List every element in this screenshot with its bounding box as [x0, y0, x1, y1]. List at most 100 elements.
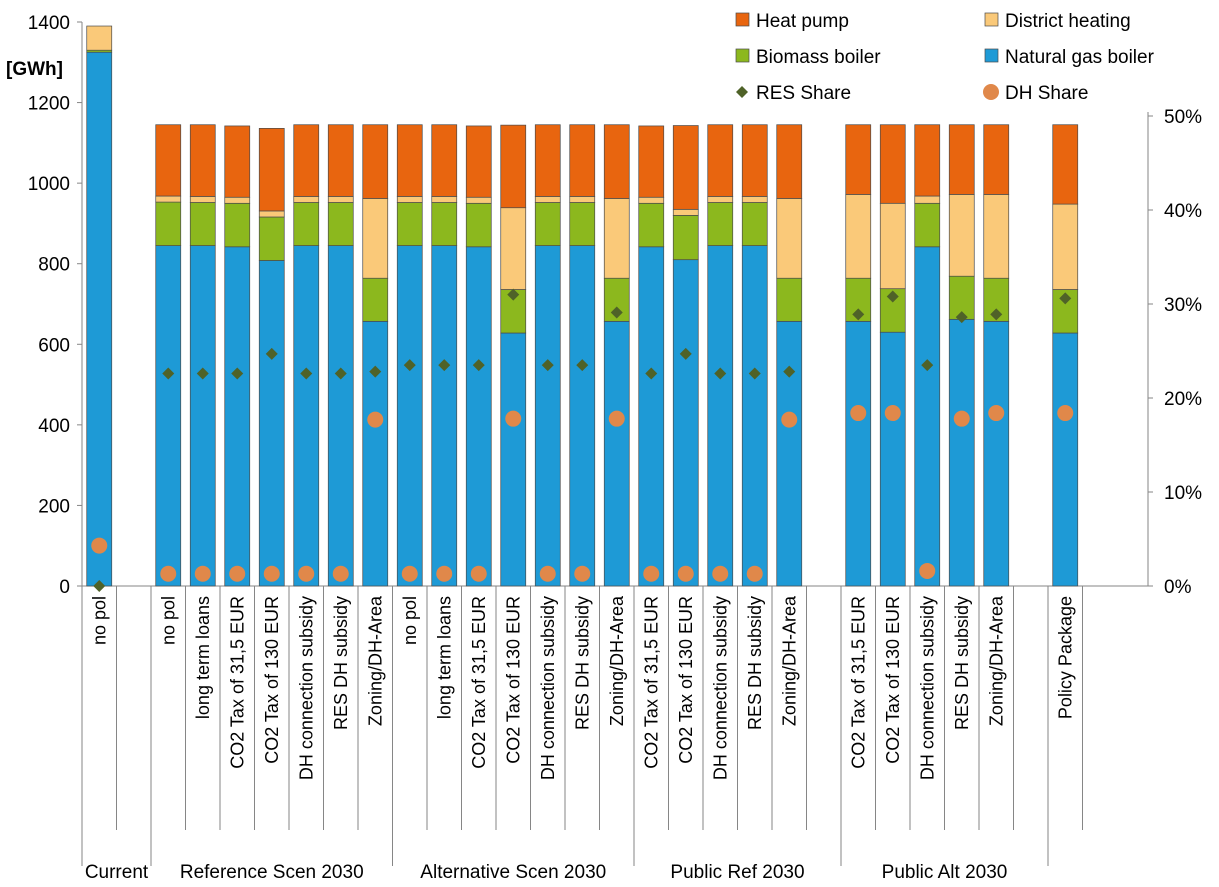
y2-tick-label: 50% [1164, 107, 1202, 128]
bar-segment-natural-gas [983, 320, 1010, 587]
dh-share-marker [194, 565, 211, 582]
bar-segment-natural-gas [879, 331, 906, 587]
res-share-marker [93, 580, 106, 592]
res-share-marker [576, 359, 589, 372]
bar-segment-heat-pump [707, 124, 734, 197]
bar-segment-biomass [224, 202, 251, 248]
res-share-marker [921, 359, 934, 372]
dh-share-marker [884, 405, 901, 422]
dh-share-marker [850, 405, 867, 422]
bar-segment-district-heating [776, 198, 803, 279]
dh-share-marker [505, 410, 522, 427]
bar-segment-heat-pump [845, 124, 872, 195]
bar-segment-natural-gas [86, 51, 113, 587]
category-label: no pol [89, 596, 109, 645]
y-axis-unit-label: [GWh] [6, 59, 63, 80]
bar-segment-natural-gas [672, 259, 699, 587]
legend-label: DH Share [1005, 83, 1088, 104]
dh-share-marker [401, 565, 418, 582]
category-label: Zoning/DH-Area [607, 595, 627, 726]
category-label: CO2 Tax of 130 EUR [676, 596, 696, 764]
bar-segment-heat-pump [224, 125, 251, 198]
dh-share-marker [332, 565, 349, 582]
legend-label: RES Share [756, 83, 851, 104]
res-share-marker [748, 367, 761, 380]
bar-segment-heat-pump [776, 124, 803, 199]
bar-segment-natural-gas [914, 246, 941, 587]
group-label: Public Ref 2030 [670, 862, 804, 883]
y-tick-label: 400 [38, 416, 70, 437]
dh-share-marker [263, 565, 280, 582]
bar-segment-heat-pump [396, 124, 423, 197]
bar-segment-natural-gas [707, 245, 734, 587]
bar-segment-natural-gas [500, 332, 527, 587]
bar-segment-biomass [672, 215, 699, 261]
dh-share-marker [436, 565, 453, 582]
category-label: CO2 Tax of 130 EUR [262, 596, 282, 764]
category-label: CO2 Tax of 31,5 EUR [469, 596, 489, 769]
res-share-marker [265, 347, 278, 360]
res-share-marker [403, 359, 416, 372]
group-label: Current [85, 862, 149, 883]
y-tick-label: 1200 [28, 94, 70, 115]
category-label: Policy Package [1055, 596, 1075, 719]
bar-segment-biomass [293, 202, 320, 246]
res-share-marker [472, 359, 485, 372]
dh-share-marker [229, 565, 246, 582]
legend-swatch-natural-gas [984, 48, 999, 63]
y-tick-label: 1400 [28, 13, 70, 34]
bar-segment-heat-pump [638, 125, 665, 198]
bar-segment-heat-pump [431, 124, 458, 197]
bar-segment-biomass [534, 202, 561, 246]
bar-segment-heat-pump [258, 128, 285, 212]
bar-segment-district-heating [983, 194, 1010, 279]
dh-share-marker [677, 565, 694, 582]
bar-segment-biomass [327, 202, 354, 246]
y2-tick-label: 0% [1164, 577, 1192, 598]
category-label: RES DH subsidy [572, 596, 592, 730]
y2-tick-label: 10% [1164, 483, 1202, 504]
bar-segment-natural-gas [155, 245, 182, 587]
bar-segment-district-heating [86, 25, 113, 51]
dh-share-marker [953, 410, 970, 427]
legend-label: Heat pump [756, 11, 849, 32]
bar-segment-biomass [189, 202, 216, 246]
bar-segment-heat-pump [293, 124, 320, 197]
res-share-marker [955, 311, 968, 324]
bar-segment-heat-pump [465, 125, 492, 198]
category-label: Zoning/DH-Area [779, 595, 799, 726]
bar-segment-natural-gas [396, 245, 423, 587]
category-label: CO2 Tax of 31,5 EUR [641, 596, 661, 769]
bar-segment-district-heating [845, 194, 872, 279]
bar-segment-biomass [914, 202, 941, 248]
y-tick-label: 800 [38, 255, 70, 276]
bar-segment-heat-pump [534, 124, 561, 197]
y2-tick-label: 30% [1164, 295, 1202, 316]
bar-segment-heat-pump [948, 124, 975, 195]
bar-segment-district-heating [914, 195, 941, 204]
category-label: long term loans [193, 596, 213, 719]
bar-segment-biomass [741, 202, 768, 246]
bar-segment-heat-pump [327, 124, 354, 197]
bar-segment-district-heating [362, 198, 389, 279]
category-label: long term loans [434, 596, 454, 719]
bar-segment-district-heating [293, 196, 320, 203]
category-label: RES DH subsidy [745, 596, 765, 730]
bar-segment-district-heating [672, 208, 699, 216]
dh-share-marker [367, 411, 384, 428]
bar-segment-biomass [776, 277, 803, 322]
dh-share-marker [643, 565, 660, 582]
bar-segment-district-heating [327, 196, 354, 203]
bar-segment-district-heating [189, 196, 216, 203]
category-label: CO2 Tax of 31,5 EUR [227, 596, 247, 769]
bar-segment-natural-gas [431, 245, 458, 587]
dh-share-marker [919, 562, 936, 579]
bar-segment-natural-gas [362, 320, 389, 587]
legend-label: District heating [1005, 11, 1131, 32]
bar-segment-district-heating [396, 196, 423, 203]
bar-segment-district-heating [1052, 203, 1079, 290]
bar-segment-natural-gas [534, 245, 561, 587]
bar-segment-district-heating [948, 194, 975, 277]
bar-segment-district-heating [155, 195, 182, 203]
bar-segment-district-heating [534, 196, 561, 203]
